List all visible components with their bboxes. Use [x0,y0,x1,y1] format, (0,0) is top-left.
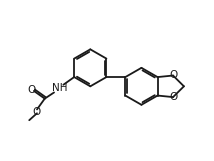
Text: O: O [33,108,41,118]
Text: O: O [27,85,36,95]
Text: NH: NH [52,83,68,93]
Text: O: O [169,70,177,80]
Text: O: O [169,92,177,102]
